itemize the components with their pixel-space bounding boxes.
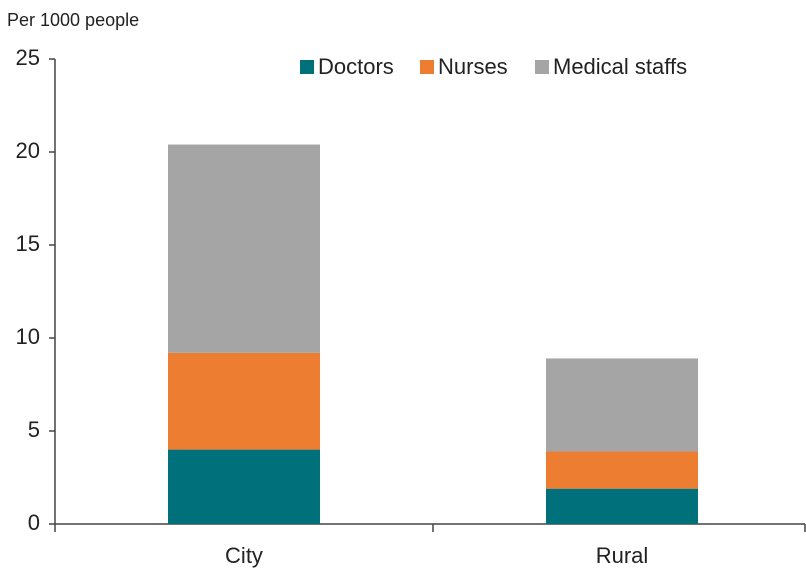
y-tick-label: 20: [16, 138, 40, 163]
x-tick-label: City: [225, 543, 263, 568]
legend-label: Medical staffs: [553, 54, 687, 79]
y-tick-label: 0: [28, 510, 40, 535]
bar-segment: [168, 449, 320, 524]
y-tick-label: 10: [16, 324, 40, 349]
legend-swatch: [420, 60, 434, 74]
bar-segment: [546, 488, 698, 524]
x-tick-label: Rural: [596, 543, 649, 568]
bar-segment: [168, 144, 320, 353]
bar-segment: [168, 352, 320, 450]
bar-segment: [546, 358, 698, 452]
legend-swatch: [535, 60, 549, 74]
y-tick-label: 15: [16, 231, 40, 256]
legend-label: Doctors: [318, 54, 394, 79]
y-axis-label: Per 1000 people: [7, 10, 139, 30]
bar-segment: [546, 451, 698, 489]
legend-label: Nurses: [438, 54, 508, 79]
y-tick-label: 25: [16, 45, 40, 70]
y-tick-label: 5: [28, 417, 40, 442]
legend-swatch: [300, 60, 314, 74]
